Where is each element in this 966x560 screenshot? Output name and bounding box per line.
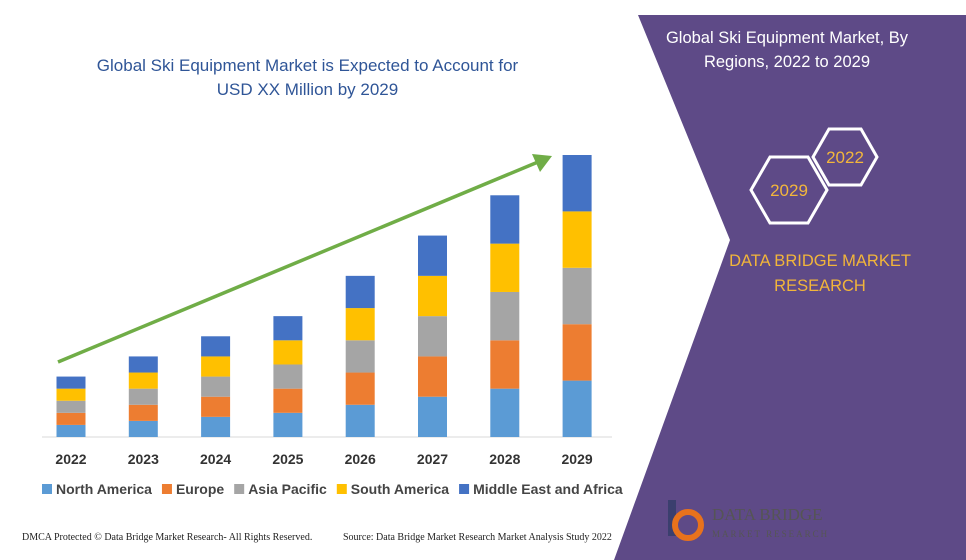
hexagon	[749, 155, 829, 225]
bar-segment	[490, 195, 520, 244]
footer-note: DMCA Protected © Data Bridge Market Rese…	[22, 532, 313, 543]
x-tick-label: 2028	[489, 451, 520, 467]
brand: DATA BRIDGE MARKET	[729, 252, 911, 270]
bar-segment	[201, 356, 231, 377]
bar-segment	[490, 243, 520, 292]
bar-segment	[345, 275, 375, 309]
legend-swatch	[336, 484, 347, 494]
x-tick-label: 2025	[272, 451, 303, 467]
bar-segment	[418, 275, 447, 317]
bar-segment	[345, 372, 375, 405]
legend-label: Middle East and Africa	[473, 481, 623, 497]
bar-segment	[56, 388, 86, 401]
logo-icon	[668, 500, 704, 541]
bar-segment	[56, 424, 86, 437]
bar-segment	[273, 316, 303, 341]
legend-label: North America	[56, 481, 152, 497]
logo-sub: MARKET RESEARCH	[712, 529, 829, 539]
bar-segment	[56, 376, 86, 389]
bar-segment	[418, 316, 447, 357]
bar-segment	[345, 340, 375, 373]
bar-segment	[490, 291, 520, 341]
hexagon	[811, 127, 879, 187]
logo-bar	[668, 500, 676, 536]
x-tick-label: 2023	[128, 451, 159, 467]
bar-segment	[128, 388, 158, 405]
legend-swatch	[459, 484, 470, 494]
bar-segment	[562, 211, 592, 268]
bar-segment	[273, 364, 303, 389]
footer-source: Source: Data Bridge Market Research Mark…	[343, 532, 612, 543]
bar-segment	[128, 420, 158, 437]
hexagon-label: 2029	[770, 181, 808, 200]
bar-segment	[128, 372, 158, 389]
bar-segment	[56, 412, 86, 425]
x-tick-label: 2026	[345, 451, 376, 467]
x-tick-label: 2027	[417, 451, 448, 467]
logo-name: DATA BRIDGE	[712, 505, 823, 524]
bar-segment	[273, 412, 303, 437]
x-tick-label: 2029	[562, 451, 593, 467]
legend-label: South America	[351, 481, 449, 497]
bar-segment	[273, 388, 303, 413]
bar-segment	[345, 308, 375, 341]
arrow-head	[532, 154, 552, 172]
bar-segment	[273, 340, 303, 365]
chart-title: Global Ski Equipment Market is Expected …	[96, 56, 519, 99]
bar-segment	[490, 388, 520, 437]
bar-segment	[56, 400, 86, 413]
legend-swatch	[161, 484, 172, 494]
bar-segment	[418, 396, 447, 437]
bar-segment	[201, 376, 231, 397]
legend-swatch	[42, 484, 52, 494]
legend-label: Europe	[176, 481, 224, 497]
bar-segment	[562, 324, 592, 381]
trend-arrow	[57, 160, 539, 364]
bar-segment	[201, 396, 231, 417]
side-panel	[614, 15, 966, 560]
legend-swatch	[234, 484, 245, 494]
x-tick-label: 2022	[55, 451, 86, 467]
hexagon-label: 2022	[826, 148, 864, 167]
bar-segment	[562, 380, 592, 437]
panel-title: Global Ski Equipment Market, By Regions,…	[665, 29, 909, 71]
bar-segment	[562, 155, 592, 212]
bar-segment	[418, 235, 447, 276]
x-tick-label: 2024	[200, 451, 231, 467]
bar-segment	[345, 404, 375, 437]
bar-segment	[128, 404, 158, 421]
bar-segment	[201, 416, 231, 437]
bar-segment	[128, 356, 158, 373]
bar-segment	[490, 340, 520, 389]
bar-segment	[562, 267, 592, 325]
brand: RESEARCH	[774, 277, 866, 295]
legend-label: Asia Pacific	[248, 481, 327, 497]
bar-segment	[201, 336, 231, 357]
logo-ring	[672, 509, 704, 541]
bar-segment	[418, 356, 447, 397]
